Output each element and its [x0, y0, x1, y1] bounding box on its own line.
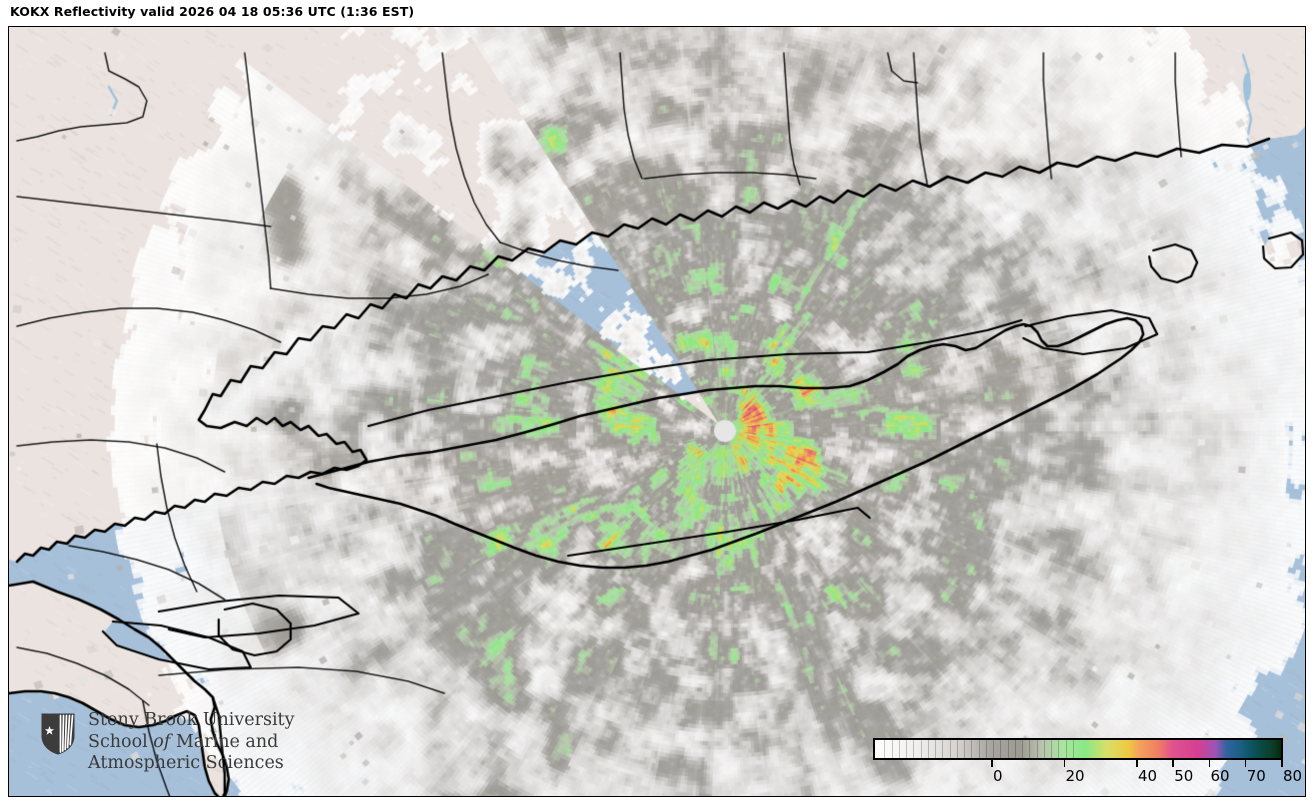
- logo-line-3: Atmospheric Sciences: [88, 753, 284, 773]
- colorbar-bin-divider: [993, 740, 994, 758]
- logo-line-2: School of Marine and: [88, 732, 294, 754]
- colorbar-bin-divider: [1058, 740, 1060, 758]
- colorbar-tick-label: 70: [1246, 767, 1266, 785]
- colorbar-bin-divider: [891, 740, 893, 758]
- colorbar-tick: [1136, 760, 1138, 767]
- page-title: KOKX Reflectivity valid 2026 04 18 05:36…: [10, 4, 415, 19]
- colorbar-bin-divider: [1014, 740, 1016, 758]
- colorbar-bin-divider: [1007, 740, 1009, 758]
- logo-line-2-a: School: [88, 731, 154, 752]
- colorbar-tick: [1063, 760, 1066, 767]
- colorbar-bin-divider: [985, 740, 987, 758]
- radar-map-canvas[interactable]: [9, 27, 1305, 796]
- colorbar-bin-divider: [1043, 740, 1045, 758]
- reflectivity-colorbar: 0 20 40 50 60 70 80: [865, 730, 1302, 792]
- colorbar-bin-divider: [1072, 740, 1074, 758]
- colorbar-bin-divider: [1051, 740, 1052, 758]
- colorbar-tick-label: 0: [993, 767, 1003, 785]
- colorbar-bin-divider: [935, 740, 936, 758]
- colorbar-bin-divider: [1065, 740, 1067, 758]
- colorbar-tick-label: 40: [1138, 767, 1158, 785]
- colorbar-bin-divider: [927, 740, 929, 758]
- colorbar-bin-divider: [1022, 740, 1023, 758]
- colorbar-bin-divider: [956, 740, 958, 758]
- colorbar-tick-label: 80: [1283, 767, 1303, 785]
- colorbar-bin-divider: [964, 740, 965, 758]
- colorbar-tick-label: 60: [1210, 767, 1230, 785]
- logo-line-2-b: Marine and: [170, 731, 279, 752]
- logo-text: Stony Brook University School of Marine …: [88, 710, 294, 775]
- colorbar-bin-divider: [1036, 740, 1038, 758]
- shield-icon: [41, 713, 75, 755]
- sbu-somas-logo: Stony Brook University School of Marine …: [40, 710, 300, 788]
- colorbar-tick: [991, 760, 993, 767]
- colorbar-bin-divider: [920, 740, 922, 758]
- colorbar-tick-label: 20: [1065, 767, 1085, 785]
- colorbar-bin-divider: [884, 740, 886, 758]
- colorbar-bin-divider: [1029, 740, 1031, 758]
- colorbar-tick-label: 50: [1174, 767, 1194, 785]
- colorbar-bin-divider: [1000, 740, 1002, 758]
- colorbar-bin-divider: [906, 740, 907, 758]
- map-frame[interactable]: [8, 26, 1306, 797]
- colorbar-bin-divider: [971, 740, 973, 758]
- colorbar-box: [873, 738, 1283, 760]
- logo-line-2-italic: of: [153, 731, 171, 752]
- colorbar-tick: [1281, 760, 1283, 767]
- colorbar-tick: [1172, 760, 1174, 767]
- colorbar-bin-divider: [898, 740, 900, 758]
- colorbar-bin-divider: [913, 740, 915, 758]
- colorbar-tick: [1244, 760, 1247, 767]
- logo-line-1: Stony Brook University: [88, 710, 295, 730]
- colorbar-bin-divider: [949, 740, 951, 758]
- colorbar-tick: [1208, 760, 1211, 767]
- colorbar-gradient: [875, 740, 1281, 758]
- colorbar-bin-divider: [942, 740, 944, 758]
- colorbar-bin-divider: [978, 740, 980, 758]
